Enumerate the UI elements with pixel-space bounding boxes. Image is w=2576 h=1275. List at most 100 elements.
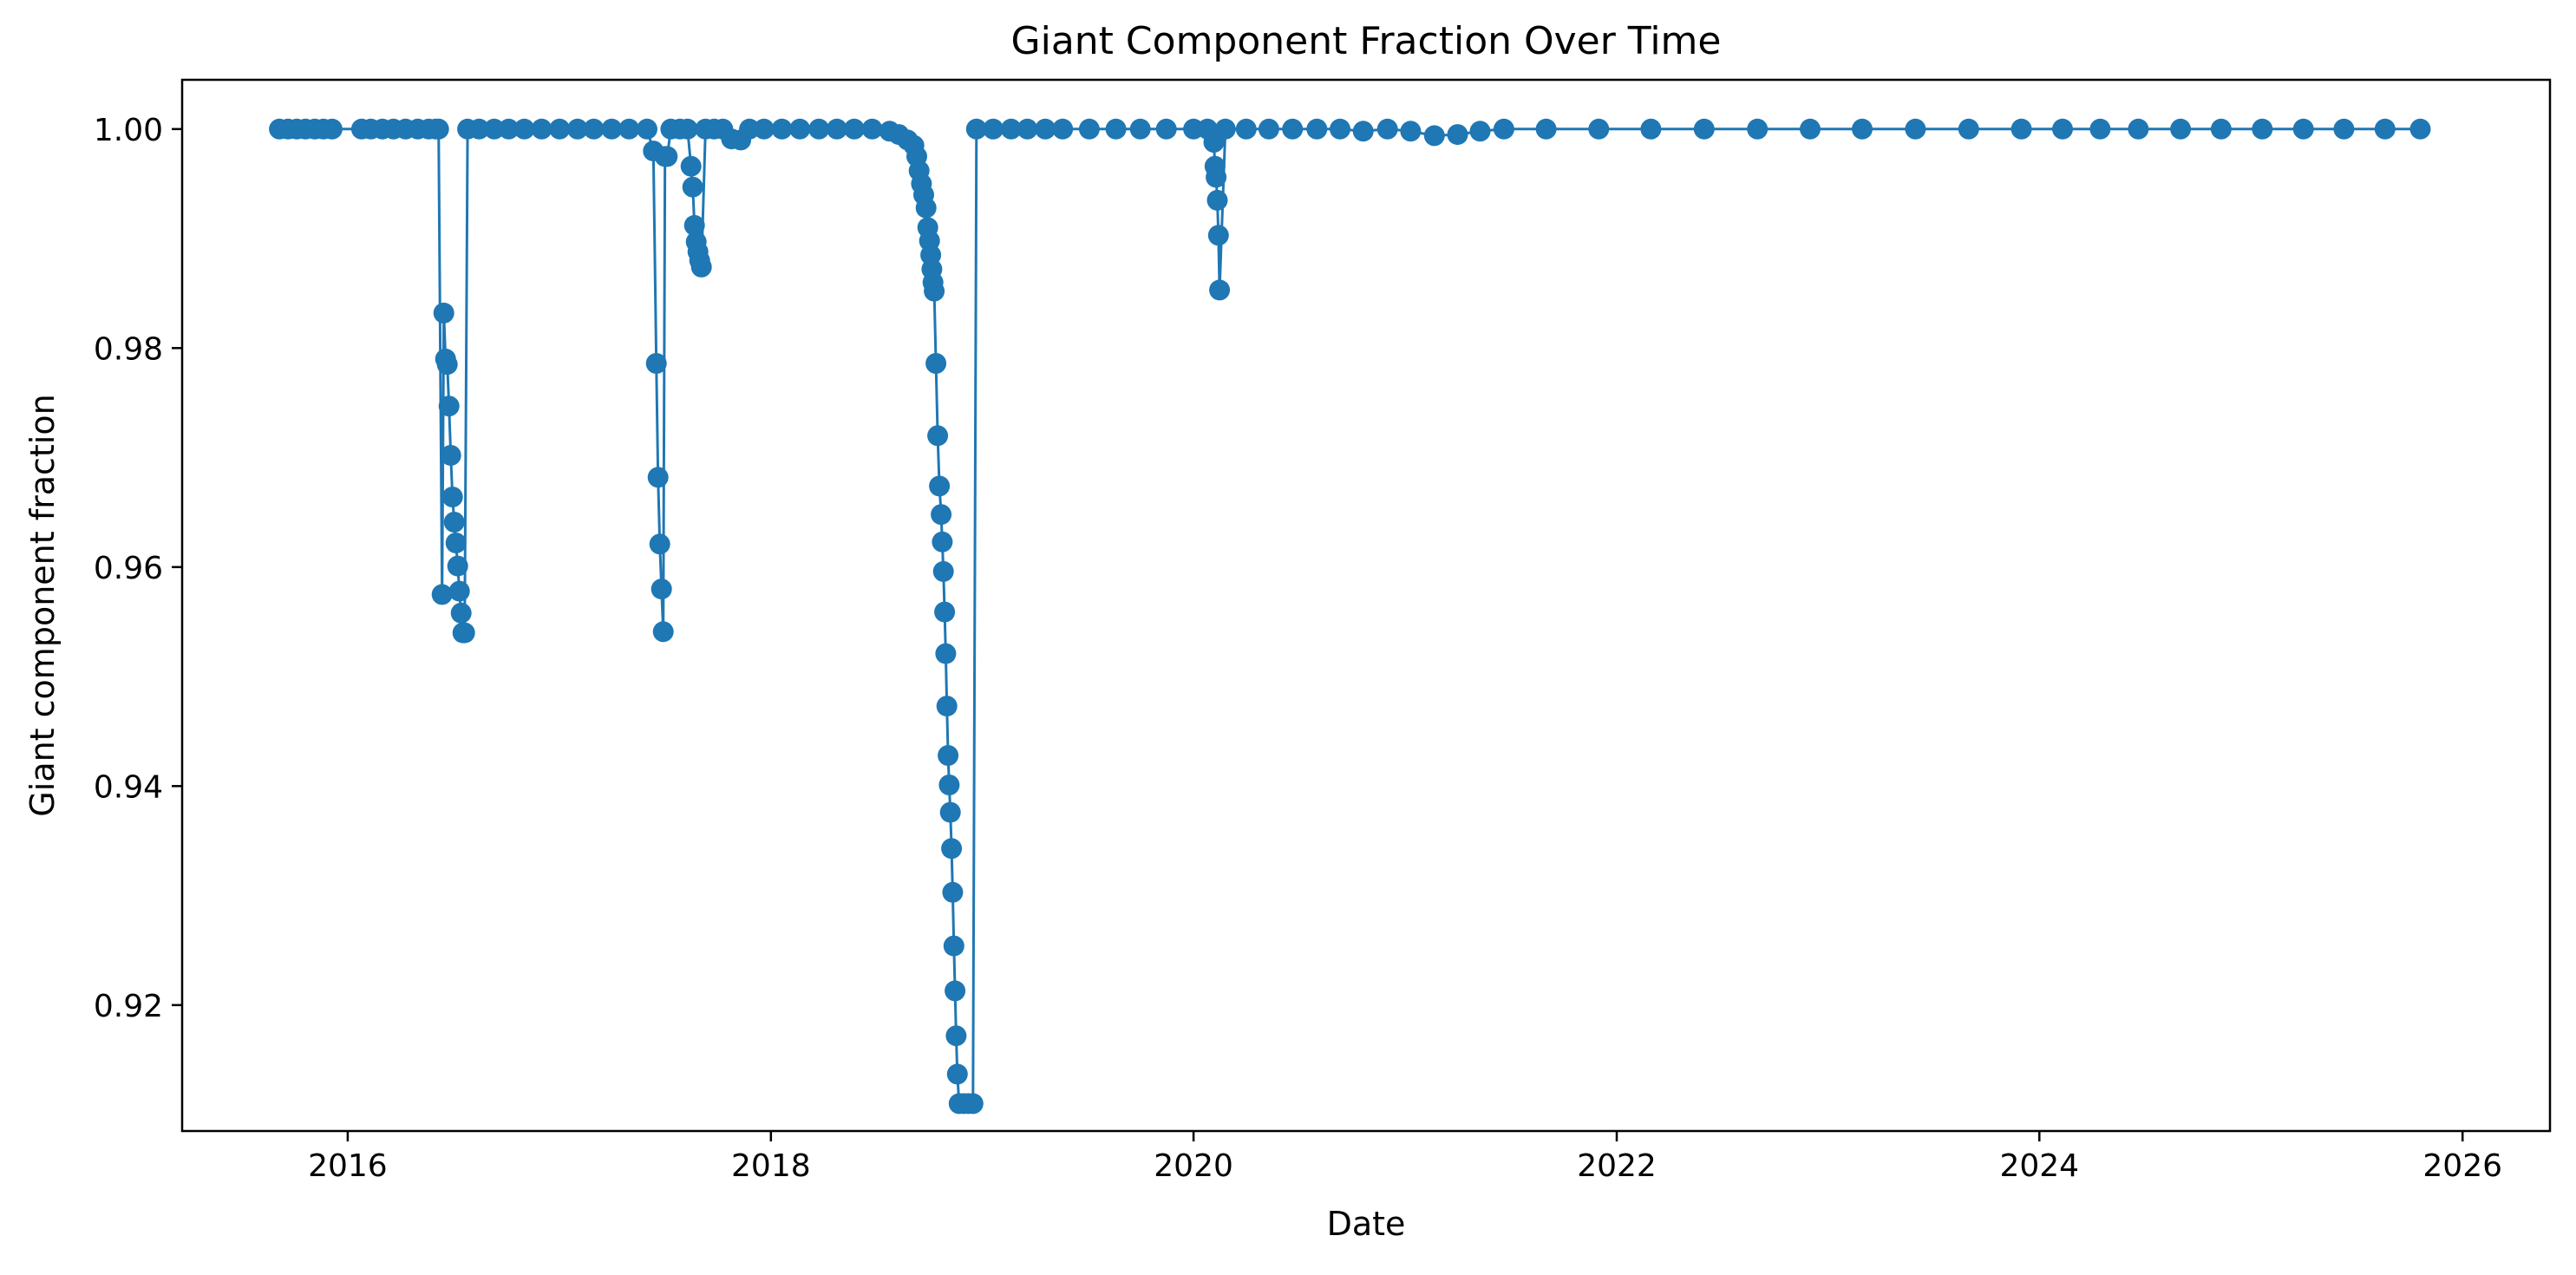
data-point (931, 504, 952, 526)
x-axis-label: Date (1327, 1205, 1406, 1243)
data-point (433, 302, 454, 324)
data-point (936, 696, 958, 717)
data-point (934, 601, 956, 623)
data-point (321, 118, 343, 140)
data-point (2010, 118, 2032, 140)
data-point (440, 445, 461, 466)
y-tick-label: 0.94 (94, 769, 163, 805)
chart-title: Giant Component Fraction Over Time (1011, 19, 1722, 63)
data-point (2252, 118, 2273, 140)
data-point (601, 118, 623, 140)
y-tick-label: 0.96 (94, 551, 163, 586)
x-tick-label: 2016 (308, 1148, 388, 1184)
data-point (645, 353, 667, 374)
data-point (2052, 118, 2073, 140)
data-point (915, 197, 937, 219)
data-point (531, 118, 552, 140)
data-point (1078, 118, 1100, 140)
data-point (431, 584, 453, 605)
data-point (939, 801, 961, 823)
data-point (789, 118, 811, 140)
data-point (1035, 118, 1056, 140)
data-point (649, 533, 670, 555)
data-point (1306, 118, 1328, 140)
data-point (1747, 118, 1769, 140)
data-point (938, 775, 960, 795)
data-point (2089, 118, 2111, 140)
data-point (637, 118, 657, 140)
x-tick-label: 2020 (1154, 1148, 1233, 1184)
data-point (498, 118, 520, 140)
data-point (753, 118, 775, 140)
y-axis-label: Giant component fraction (23, 394, 62, 816)
data-point (549, 118, 571, 140)
data-point (1376, 118, 1398, 140)
data-point (1017, 118, 1038, 140)
data-point (1469, 121, 1491, 142)
data-point (1852, 118, 1873, 140)
data-point (618, 118, 640, 140)
data-point (436, 354, 458, 376)
data-point (1447, 124, 1468, 146)
y-tick-label: 1.00 (94, 113, 163, 148)
data-point (2128, 118, 2149, 140)
data-point (1400, 121, 1422, 142)
data-point (826, 118, 847, 140)
data-point (1493, 118, 1514, 140)
data-point (943, 935, 964, 957)
data-point (513, 118, 535, 140)
data-point (932, 560, 954, 582)
data-point (448, 580, 470, 602)
data-point (2170, 118, 2192, 140)
data-point (1209, 279, 1231, 301)
data-point (1958, 118, 1979, 140)
data-point (927, 425, 949, 447)
data-point (483, 118, 505, 140)
data-point (1258, 118, 1279, 140)
data-point (1206, 189, 1228, 211)
data-point (938, 745, 959, 766)
data-point (924, 280, 945, 302)
data-point (1588, 118, 1610, 140)
data-point (1206, 167, 1227, 188)
data-point (647, 467, 669, 488)
data-point (2374, 118, 2396, 140)
data-point (1207, 225, 1229, 246)
data-point (1905, 118, 1926, 140)
data-point (468, 118, 490, 140)
data-point (651, 579, 672, 600)
data-point (771, 118, 793, 140)
data-point (2292, 118, 2314, 140)
data-point (583, 118, 605, 140)
data-point (657, 146, 678, 167)
data-point (1330, 118, 1350, 140)
data-point (1235, 118, 1257, 140)
y-tick-label: 0.92 (94, 989, 163, 1024)
data-point (1129, 118, 1151, 140)
y-axis-ticks: 0.92 0.94 0.96 0.98 1.00 (94, 113, 182, 1024)
x-tick-label: 2018 (731, 1148, 811, 1184)
data-point (1105, 118, 1127, 140)
data-point (683, 214, 705, 236)
data-point (680, 155, 702, 177)
x-axis-ticks: 2016 2018 2020 2022 2024 2026 (308, 1131, 2502, 1184)
data-point (450, 602, 472, 624)
data-point (447, 555, 468, 577)
series-layer (269, 118, 2431, 1115)
data-point (861, 118, 883, 140)
data-point (1800, 118, 1821, 140)
data-point (1352, 121, 1374, 142)
data-point (946, 1063, 968, 1085)
data-point (945, 1025, 967, 1047)
data-point (843, 118, 865, 140)
x-tick-label: 2024 (1999, 1148, 2079, 1184)
data-point (1535, 118, 1557, 140)
data-point (1423, 125, 1445, 147)
data-point (438, 396, 460, 417)
data-point (935, 643, 957, 664)
data-point (2409, 118, 2431, 140)
data-point (932, 531, 953, 552)
data-point (652, 621, 674, 643)
